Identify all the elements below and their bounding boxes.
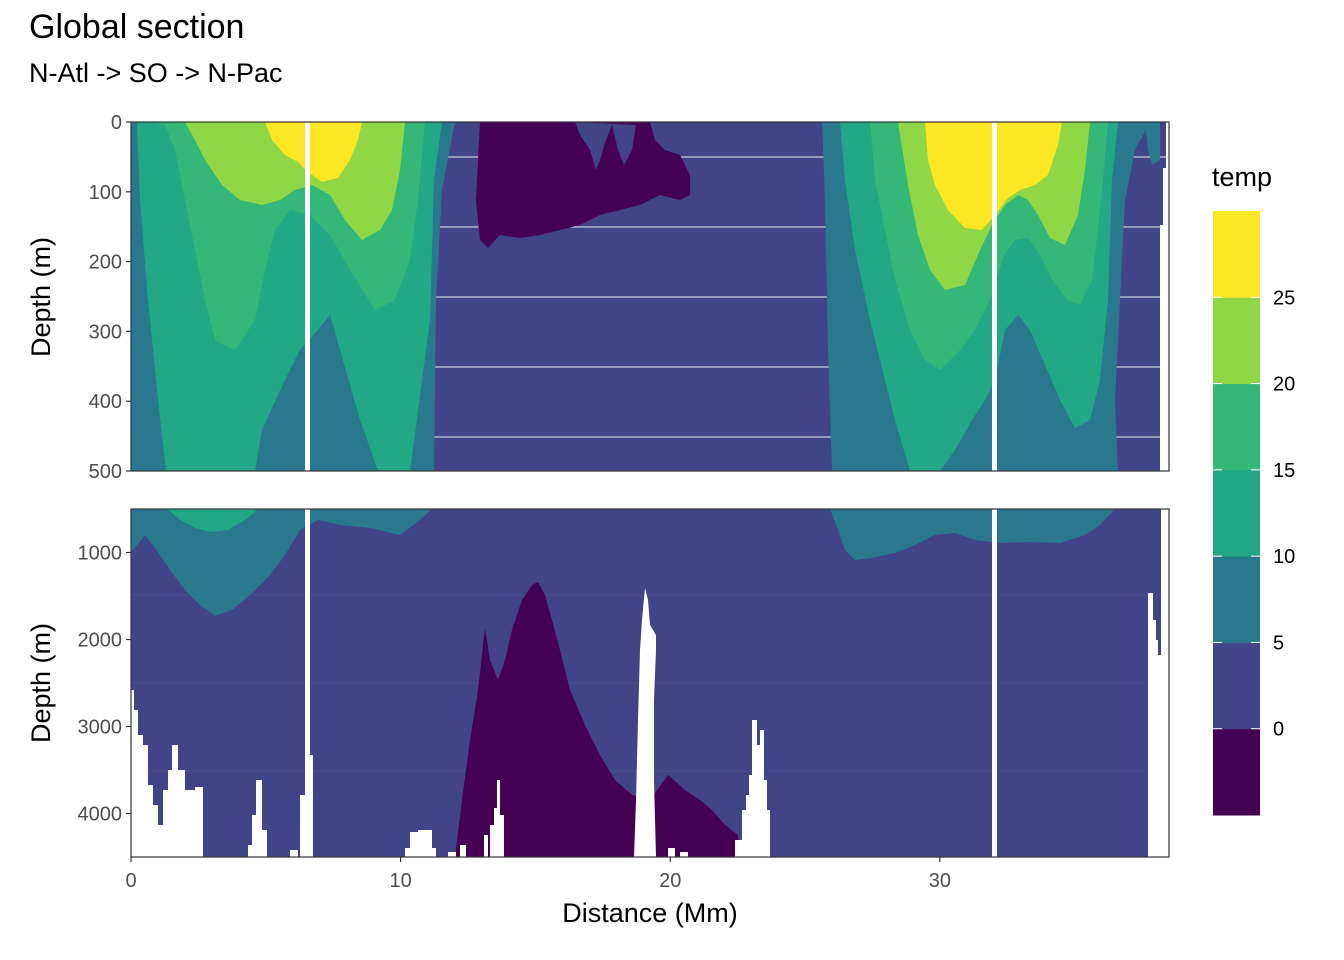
legend-ticks: 0 5 10 15 20 25 xyxy=(1213,287,1295,741)
legend: temp 0 5 10 15 20 25 xyxy=(1212,162,1295,816)
lower-bathymetry-ridge xyxy=(634,588,656,857)
lower-east-5-10 xyxy=(830,509,1115,560)
lower-y-axis-title: Depth (m) xyxy=(26,623,56,743)
lower-panel xyxy=(130,508,1170,858)
y-tick-label: 200 xyxy=(89,252,122,274)
chart-title: Global section xyxy=(29,8,245,46)
legend-bin xyxy=(1213,211,1260,298)
chart-subtitle: N-Atl -> SO -> N-Pac xyxy=(29,58,283,88)
legend-tick-label: 5 xyxy=(1273,632,1284,654)
x-tick-label: 20 xyxy=(659,870,681,892)
x-tick-label: 30 xyxy=(929,870,951,892)
legend-tick-label: 0 xyxy=(1273,719,1284,741)
lower-bathymetry-mid1 xyxy=(405,830,436,857)
upper-gap-west xyxy=(305,122,310,471)
lower-gap-east xyxy=(992,509,997,857)
legend-bins xyxy=(1213,211,1260,816)
legend-title: temp xyxy=(1212,162,1272,192)
upper-panel-border xyxy=(130,121,1170,472)
lower-panel-border xyxy=(130,508,1170,858)
legend-bin xyxy=(1213,642,1260,730)
y-tick-label: 500 xyxy=(89,461,122,483)
y-tick-label: 3000 xyxy=(78,717,123,739)
upper-gap-east xyxy=(992,122,997,471)
lower-bathymetry-mid3 xyxy=(490,780,504,857)
legend-tick-label: 25 xyxy=(1273,287,1295,309)
x-tick-label: 0 xyxy=(125,870,136,892)
y-tick-label: 2000 xyxy=(78,630,123,652)
legend-tick-label: 20 xyxy=(1273,374,1295,396)
upper-east-bathymetry xyxy=(1160,122,1169,471)
lower-west-5-10 xyxy=(131,509,432,616)
lower-bathymetry-west xyxy=(131,690,203,857)
upper-y-axis: 0 100 200 300 400 500 xyxy=(89,112,131,483)
lower-bathymetry-mid2 xyxy=(448,835,488,857)
upper-so-below-0 xyxy=(476,122,690,248)
upper-y-axis-title: Depth (m) xyxy=(26,237,56,357)
y-tick-label: 1000 xyxy=(78,543,123,565)
x-tick-label: 10 xyxy=(389,870,411,892)
lower-west-10-15 xyxy=(168,509,258,532)
y-tick-label: 400 xyxy=(89,391,122,413)
legend-bin xyxy=(1213,383,1260,471)
x-axis-title: Distance (Mm) xyxy=(562,898,738,928)
upper-west-25-30 xyxy=(265,122,362,182)
y-tick-label: 0 xyxy=(111,112,122,134)
legend-tick-label: 15 xyxy=(1273,460,1295,482)
lower-so-below-0 xyxy=(455,582,742,857)
legend-bin xyxy=(1213,297,1260,385)
upper-so-notch xyxy=(575,122,636,170)
legend-tick-label: 10 xyxy=(1273,546,1295,568)
upper-panel xyxy=(130,121,1170,472)
y-tick-label: 4000 xyxy=(78,804,123,826)
y-tick-label: 300 xyxy=(89,321,122,343)
lower-y-axis: 1000 2000 3000 4000 xyxy=(78,543,131,826)
legend-bin xyxy=(1213,728,1260,816)
upper-west-15-20 xyxy=(255,315,378,471)
lower-bathymetry-west2 xyxy=(248,780,267,857)
upper-east-edge-cold xyxy=(1145,122,1160,165)
lower-bathymetry-west3 xyxy=(290,755,313,857)
lower-gap-west xyxy=(305,509,310,857)
lower-bathymetry-east xyxy=(1148,509,1169,857)
legend-bin xyxy=(1213,469,1260,557)
lower-bathymetry-mid4 xyxy=(668,848,688,857)
legend-bin xyxy=(1213,556,1260,643)
y-tick-label: 100 xyxy=(89,182,122,204)
lower-bathymetry-seamount xyxy=(735,720,770,857)
x-axis: 0 10 20 30 xyxy=(125,857,951,892)
